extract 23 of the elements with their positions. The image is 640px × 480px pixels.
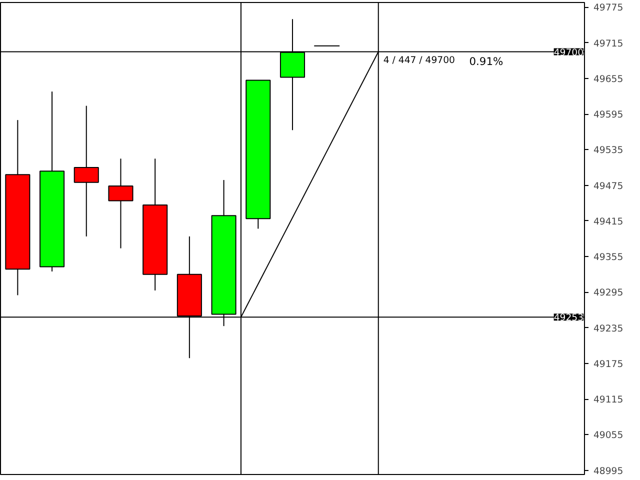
y-tick-label: 49175	[594, 358, 624, 370]
y-tick-label: 49595	[594, 110, 624, 121]
y-tick-label: 49355	[594, 252, 624, 264]
y-tick-label: 49295	[594, 288, 624, 299]
candlestick	[40, 91, 65, 272]
y-tick-label: 49475	[594, 180, 624, 192]
y-tick-label: 49775	[594, 2, 624, 14]
y-tick-label: 49655	[594, 74, 624, 85]
candlestick	[108, 158, 134, 249]
candlestick	[246, 80, 271, 230]
y-tick-label: 49115	[594, 394, 624, 406]
y-tick-label: 48995	[594, 466, 624, 477]
ref-line-label: 49700	[554, 47, 584, 58]
y-tick-label: 49715	[594, 38, 624, 50]
candlestick	[74, 105, 99, 237]
annotation: 0.91%	[469, 54, 504, 68]
annotation: 4 / 447 / 49700	[383, 54, 456, 66]
y-tick-label: 49415	[594, 216, 624, 228]
y-tick-label: 49235	[594, 323, 624, 334]
candlestick	[5, 120, 30, 296]
y-tick-label: 49535	[594, 145, 624, 156]
candlestick	[142, 158, 168, 291]
y-tick-label: 49055	[594, 430, 624, 442]
